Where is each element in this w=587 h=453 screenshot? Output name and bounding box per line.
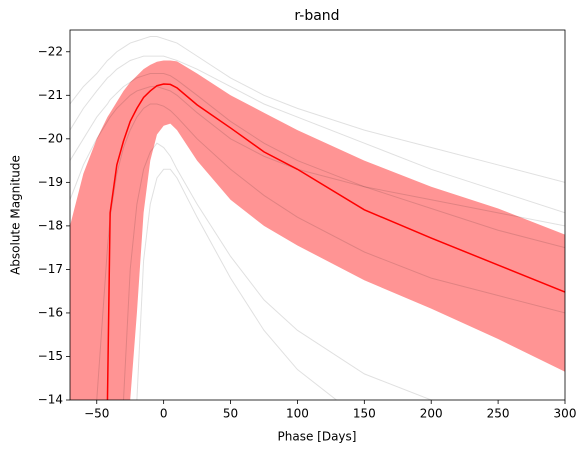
y-tick-label: −14 (38, 393, 63, 407)
light-curve (136, 168, 338, 400)
y-tick-label: −17 (38, 262, 63, 276)
light-curve (106, 83, 565, 400)
x-tick-label: −50 (84, 407, 109, 421)
y-tick-label: −21 (38, 88, 63, 102)
x-axis-label: Phase [Days] (278, 430, 357, 444)
axes-frame (69, 29, 566, 401)
light-curve (70, 36, 565, 183)
x-tick-label: 300 (554, 407, 577, 421)
x-tick-label: 50 (223, 407, 238, 421)
chart-title: r-band (294, 8, 339, 24)
light-curve (123, 142, 433, 400)
x-tick-label: 100 (286, 407, 309, 421)
x-tick-label: 0 (160, 407, 168, 421)
light-curve (70, 55, 565, 214)
y-tick-label: −20 (38, 131, 63, 145)
light-curve (70, 73, 565, 249)
y-tick-label: −18 (38, 218, 63, 232)
x-tick-label: 250 (487, 407, 510, 421)
y-tick-label: −22 (38, 44, 63, 58)
y-tick-label: −16 (38, 305, 63, 319)
y-tick-label: −19 (38, 175, 63, 189)
y-axis-label: Absolute Magnitude (9, 155, 23, 275)
y-tick-label: −15 (38, 349, 63, 363)
x-tick-label: 200 (420, 407, 443, 421)
plot-area (70, 36, 565, 400)
confidence-band (70, 60, 565, 400)
x-tick-label: 150 (353, 407, 376, 421)
light-curve (96, 103, 565, 400)
